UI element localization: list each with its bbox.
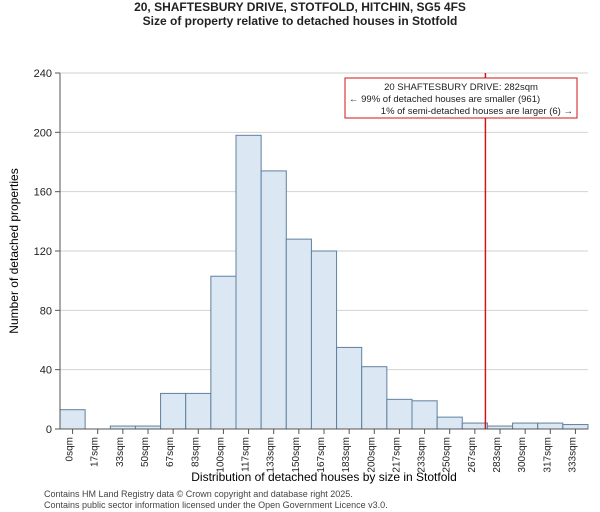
histogram-bar [513,423,538,429]
y-tick-label: 40 [40,364,52,376]
x-tick-label: 217sqm [391,437,402,473]
x-tick-label: 267sqm [467,437,478,473]
x-tick-label: 50sqm [140,437,151,467]
histogram-bar [462,423,487,429]
y-tick-label: 0 [46,424,52,436]
title-line-1: 20, SHAFTESBURY DRIVE, STOTFOLD, HITCHIN… [0,0,600,14]
histogram-bar [236,135,261,429]
y-tick-label: 160 [34,186,52,198]
x-tick-label: 200sqm [366,437,377,473]
histogram-bar [161,393,186,429]
histogram-bar [60,409,85,428]
x-tick-label: 300sqm [517,437,528,473]
y-tick-label: 120 [34,246,52,258]
histogram-bar [186,393,211,429]
annotation-text: 20 SHAFTESBURY DRIVE: 282sqm [384,82,538,93]
title-line-2: Size of property relative to detached ho… [0,14,600,28]
annotation-text: 1% of semi-detached houses are larger (6… [381,106,573,117]
x-tick-label: 250sqm [442,437,453,473]
x-tick-label: 167sqm [316,437,327,473]
x-tick-label: 150sqm [291,437,302,473]
footer-line-1: Contains HM Land Registry data © Crown c… [44,489,600,501]
histogram-chart: 0 40 80 120 160 200 240 0sqm 17sqm 33sqm 50sqm 67sq… [0,29,600,489]
y-tick-label: 200 [34,127,52,139]
annotation-text: ← 99% of detached houses are smaller (96… [349,94,540,105]
y-tick-label: 240 [34,68,52,80]
histogram-bar [387,399,412,429]
x-tick-label: 283sqm [492,437,503,473]
histogram-bar [563,424,588,428]
footer-line-2: Contains public sector information licen… [44,500,600,512]
histogram-bar [337,347,362,429]
footer-attribution: Contains HM Land Registry data © Crown c… [0,489,600,512]
x-tick-label: 17sqm [90,437,101,467]
histogram-bar [286,239,311,429]
x-axis-label: Distribution of detached houses by size … [191,470,457,484]
x-tick-label: 83sqm [190,437,201,467]
histogram-bar [437,417,462,429]
x-tick-label: 67sqm [165,437,176,467]
x-tick-label: 133sqm [266,437,277,473]
x-tick-label: 317sqm [542,437,553,473]
histogram-bar [211,276,236,429]
y-tick-label: 80 [40,305,52,317]
histogram-bar [538,423,563,429]
histogram-bar [362,366,387,428]
x-tick-label: 117sqm [241,437,252,472]
x-tick-label: 233sqm [417,437,428,473]
y-axis-label: Number of detached properties [7,168,21,333]
histogram-bar [412,401,437,429]
x-tick-label: 100sqm [215,437,226,473]
x-tick-label: 0sqm [65,437,76,461]
x-tick-label: 183sqm [341,437,352,473]
histogram-bar [311,251,336,429]
histogram-bar [261,171,286,429]
chart-title: 20, SHAFTESBURY DRIVE, STOTFOLD, HITCHIN… [0,0,600,29]
x-tick-label: 33sqm [115,437,126,467]
x-tick-label: 333sqm [567,437,578,473]
